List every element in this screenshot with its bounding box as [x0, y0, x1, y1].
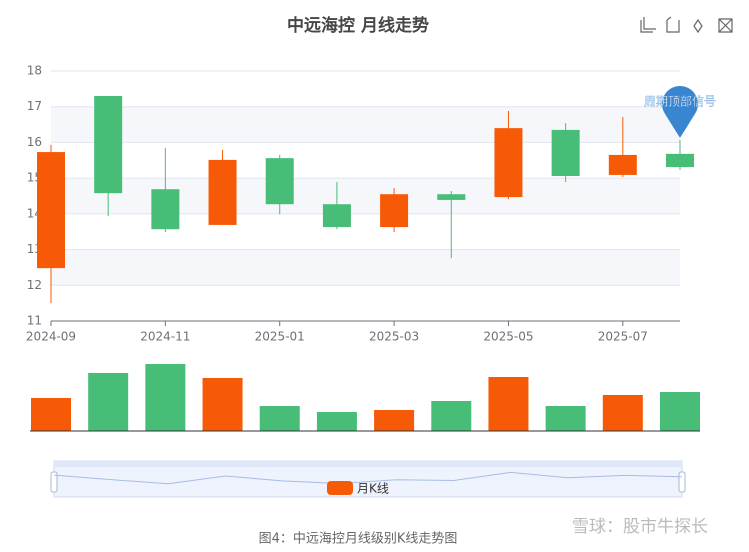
annotation-label: 周期顶部信号: [644, 93, 716, 108]
x-tick-label: 2025-03: [369, 330, 419, 344]
x-tick-label: 2024-11: [140, 330, 190, 344]
volume-bar: [374, 410, 415, 431]
y-tick-label: 11: [27, 314, 42, 328]
legend-label: 月K线: [357, 482, 389, 496]
volume-bar: [488, 377, 529, 431]
toolbox[interactable]: [640, 16, 733, 34]
restore-icon[interactable]: [693, 18, 703, 34]
data-zoom-handle-bar[interactable]: [54, 461, 682, 467]
candle-body: [437, 194, 466, 200]
x-tick-label: 2025-01: [255, 330, 305, 344]
y-tick-label: 18: [27, 64, 42, 78]
zoom-icon[interactable]: [640, 17, 656, 33]
annotation-pin: [661, 85, 698, 138]
caption: 图4：中远海控月线级别K线走势图: [259, 531, 458, 547]
volume-bar: [545, 406, 586, 431]
volume-bar: [602, 395, 643, 431]
volume-bar: [31, 398, 71, 431]
candle-body: [94, 96, 123, 194]
grid-band: [51, 249, 680, 286]
volume-bar: [259, 406, 300, 431]
candle-body: [666, 153, 694, 168]
watermark: 雪球：股市牛探长: [572, 517, 708, 537]
candle-body: [37, 152, 65, 269]
grid-band: [51, 178, 680, 214]
zoom-handle[interactable]: [50, 471, 58, 493]
candle-body: [151, 189, 180, 230]
candle-body: [380, 194, 409, 228]
reset-icon[interactable]: [666, 16, 680, 33]
grid-band: [51, 106, 680, 143]
y-tick-label: 17: [27, 99, 42, 113]
candle-body: [265, 158, 294, 205]
candle-body: [208, 159, 237, 225]
chart-title: 中远海控 月线走势: [287, 15, 429, 36]
y-tick-label: 16: [27, 135, 42, 149]
volume-bar: [145, 364, 186, 431]
zoom-preview: [53, 471, 683, 485]
x-tick-label: 2024-09: [26, 330, 76, 344]
candle-body: [322, 204, 351, 228]
volume-bar: [431, 401, 472, 431]
volume-bar: [202, 378, 243, 431]
zoom-handle[interactable]: [678, 471, 686, 493]
volume-bar: [660, 392, 700, 431]
volume-bar: [88, 373, 129, 431]
y-tick-label: 12: [27, 278, 42, 292]
save-icon[interactable]: [718, 18, 733, 33]
legend-swatch: [327, 481, 353, 495]
x-tick-label: 2025-05: [483, 330, 533, 344]
volume-bar: [316, 412, 357, 431]
candle-body: [494, 128, 523, 198]
candle-body: [608, 154, 637, 175]
x-tick-label: 2025-07: [598, 330, 648, 344]
candle-body: [551, 129, 580, 176]
